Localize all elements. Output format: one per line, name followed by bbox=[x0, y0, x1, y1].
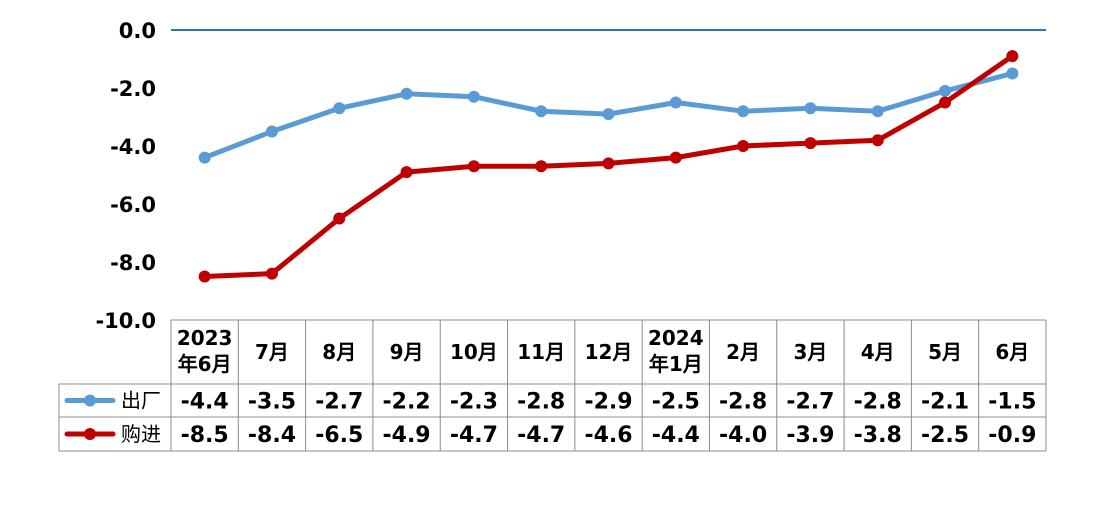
data-point bbox=[871, 134, 884, 147]
data-label: -2.8 bbox=[517, 390, 565, 415]
data-point bbox=[1006, 50, 1019, 63]
x-category-label: 12月 bbox=[585, 340, 633, 364]
x-category-label: 11月 bbox=[517, 340, 565, 364]
data-point bbox=[1006, 67, 1019, 80]
x-category-label: 8月 bbox=[322, 340, 356, 364]
data-point bbox=[333, 102, 346, 115]
legend-label: 出厂 bbox=[121, 389, 161, 413]
data-label: -2.7 bbox=[786, 390, 834, 415]
y-tick-label: -10.0 bbox=[95, 309, 156, 333]
data-point bbox=[602, 108, 615, 121]
data-point bbox=[467, 90, 480, 103]
data-point bbox=[804, 137, 817, 150]
x-category-label: 10月 bbox=[450, 340, 498, 364]
data-point bbox=[602, 157, 615, 170]
data-point bbox=[737, 105, 750, 118]
data-point bbox=[669, 96, 682, 109]
x-category-label: 2024 bbox=[648, 326, 704, 350]
data-point bbox=[467, 160, 480, 173]
y-tick-label: -6.0 bbox=[110, 193, 156, 217]
data-label: -3.8 bbox=[854, 423, 902, 448]
legend-label: 购进 bbox=[121, 422, 161, 446]
data-point bbox=[333, 212, 346, 225]
data-label: -4.4 bbox=[181, 390, 229, 415]
data-label: -4.0 bbox=[719, 423, 767, 448]
x-category-label: 2023 bbox=[177, 326, 233, 350]
data-label: -4.4 bbox=[652, 423, 700, 448]
data-label: -3.9 bbox=[786, 423, 834, 448]
data-point bbox=[939, 96, 952, 109]
data-label: -8.5 bbox=[181, 423, 229, 448]
data-label: -2.1 bbox=[921, 390, 969, 415]
data-point bbox=[198, 270, 211, 283]
legend-key-marker bbox=[84, 428, 96, 440]
x-category-label: 9月 bbox=[390, 340, 424, 364]
x-category-label: 年6月 bbox=[178, 352, 232, 376]
data-label: -2.5 bbox=[652, 390, 700, 415]
data-point bbox=[669, 151, 682, 164]
y-tick-label: -8.0 bbox=[110, 251, 156, 275]
data-point bbox=[400, 87, 413, 100]
y-tick-label: -2.0 bbox=[110, 77, 156, 101]
data-label: -2.9 bbox=[584, 390, 632, 415]
x-category-label: 3月 bbox=[793, 340, 827, 364]
data-point bbox=[265, 267, 278, 280]
x-category-label: 年1月 bbox=[649, 352, 703, 376]
data-label: -4.7 bbox=[450, 423, 498, 448]
y-axis-ticks: 0.0 -2.0 -4.0 -6.0 -8.0 -10.0 bbox=[95, 19, 156, 333]
series-layer bbox=[198, 50, 1019, 283]
x-category-label: 4月 bbox=[861, 340, 895, 364]
data-label: -2.5 bbox=[921, 423, 969, 448]
data-point bbox=[198, 151, 211, 164]
data-point bbox=[939, 84, 952, 97]
data-label: -6.5 bbox=[315, 423, 363, 448]
data-label: -2.8 bbox=[854, 390, 902, 415]
data-point bbox=[535, 160, 548, 173]
data-point bbox=[400, 166, 413, 179]
x-category-label: 6月 bbox=[995, 340, 1029, 364]
data-point bbox=[871, 105, 884, 118]
data-label: -2.3 bbox=[450, 390, 498, 415]
data-label: -1.5 bbox=[988, 390, 1036, 415]
data-point bbox=[535, 105, 548, 118]
data-label: -2.8 bbox=[719, 390, 767, 415]
y-tick-label: 0.0 bbox=[119, 19, 156, 43]
data-label: -2.7 bbox=[315, 390, 363, 415]
legend-key-marker bbox=[84, 394, 96, 407]
x-category-label: 2月 bbox=[726, 340, 760, 364]
data-label: -2.2 bbox=[383, 390, 431, 415]
data-point bbox=[804, 102, 817, 115]
data-point bbox=[737, 140, 750, 152]
data-label: -4.7 bbox=[517, 423, 565, 448]
data-label: -0.9 bbox=[988, 423, 1036, 448]
data-point bbox=[265, 125, 278, 138]
data-label: -8.4 bbox=[248, 423, 296, 448]
data-label: -4.6 bbox=[584, 423, 632, 448]
data-label: -3.5 bbox=[248, 390, 296, 415]
y-tick-label: -4.0 bbox=[110, 135, 156, 159]
data-label: -4.9 bbox=[383, 423, 431, 448]
x-category-label: 5月 bbox=[928, 340, 962, 364]
x-category-label: 7月 bbox=[255, 340, 289, 364]
